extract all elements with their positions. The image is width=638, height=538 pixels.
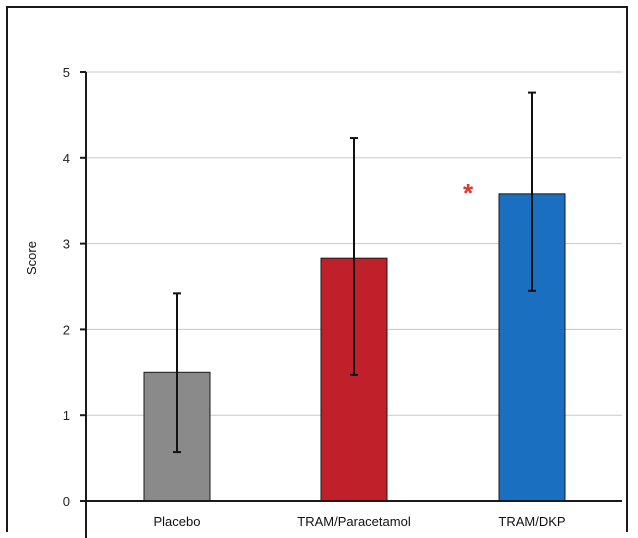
labels: 0 1 2 3 4 5 Placebo TRAM/Paracetamol TRAM/DKP * bbox=[63, 65, 566, 529]
x-category-label: TRAM/DKP bbox=[498, 514, 565, 529]
y-axis-title: Score bbox=[24, 241, 39, 275]
figure-frame bbox=[6, 6, 628, 532]
x-category-label: Placebo bbox=[154, 514, 201, 529]
y-tick-label: 4 bbox=[63, 151, 70, 166]
y-tick-label: 3 bbox=[63, 237, 70, 252]
y-tick-label: 2 bbox=[63, 322, 70, 337]
y-tick-label: 5 bbox=[63, 65, 70, 80]
x-category-label: TRAM/Paracetamol bbox=[297, 514, 411, 529]
y-tick-label: 0 bbox=[63, 494, 70, 509]
y-tick-label: 1 bbox=[63, 408, 70, 423]
bars bbox=[143, 91, 566, 502]
significance-asterisk: * bbox=[463, 178, 474, 208]
axes bbox=[80, 71, 622, 538]
